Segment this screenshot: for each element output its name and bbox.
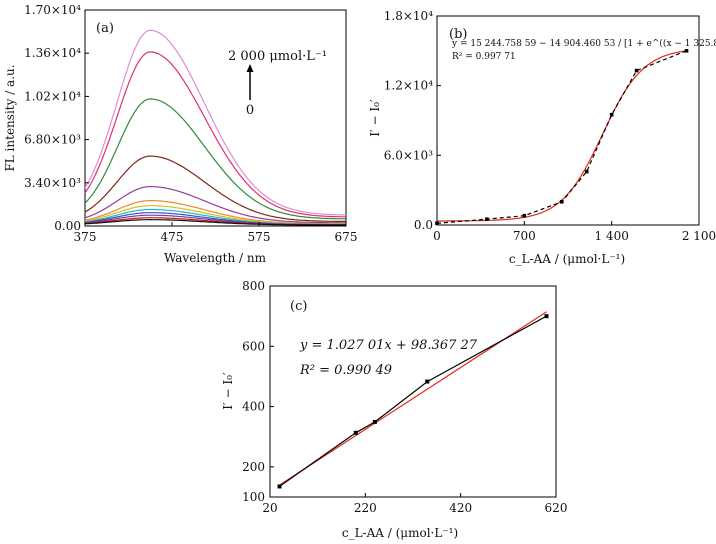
- x-tick-label: 675: [335, 230, 358, 244]
- panel-a-curves: [84, 29, 347, 226]
- y-tick-label: 100: [242, 490, 265, 504]
- panel-b: 0 700 1 400 2 100 0.06.0×10³1.2×10⁴1.8×10⁴ …: [368, 9, 716, 266]
- spectrum-series-2: [84, 98, 346, 220]
- panel-b-data-point: [559, 199, 564, 204]
- spectrum-series-0: [84, 29, 346, 216]
- y-tick-label: 200: [242, 460, 265, 474]
- panel-a-y-ticks: 0.00 3.40×10³ 6.80×10³ 1.02×10⁴ 1.36×10⁴ 1.70…: [24, 3, 89, 233]
- spectrum-series-11: [84, 219, 346, 226]
- panel-c-data-point: [353, 430, 358, 435]
- panel-a-y-axis-label: FL intensity / a.u.: [3, 64, 17, 171]
- y-tick-label: 0.00: [54, 219, 81, 233]
- y-tick-label: 1.8×10⁴: [384, 9, 433, 23]
- panel-a-arrow-head-icon: [246, 64, 254, 72]
- x-tick-label: 620: [545, 501, 568, 515]
- y-tick-label: 1.02×10⁴: [24, 89, 81, 103]
- x-tick-label: 2 100: [682, 229, 716, 243]
- panel-c-y-axis-label: I′ − I₀′: [221, 372, 235, 410]
- panel-a-label: (a): [96, 21, 114, 36]
- x-tick-label: 20: [262, 501, 277, 515]
- y-tick-label: 1.36×10⁴: [24, 46, 81, 60]
- panel-b-y-axis-label: I′ − I₀′: [368, 99, 382, 137]
- panel-b-y-ticks: 0.0 6.0×10³ 1.2×10⁴ 1.8×10⁴: [384, 9, 441, 232]
- y-tick-label: 1.2×10⁴: [384, 79, 433, 93]
- panel-b-label: (b): [449, 27, 467, 42]
- panel-a-concentration-min: 0: [246, 103, 254, 118]
- y-tick-label: 6.80×10³: [24, 133, 81, 147]
- panel-b-data-point: [522, 213, 527, 218]
- panel-a-x-ticks: 375 475 575 675: [74, 222, 358, 244]
- panel-c-frame: [269, 285, 557, 498]
- panel-b-fit-curve: [437, 50, 687, 222]
- x-tick-label: 375: [74, 230, 97, 244]
- panel-b-data-point: [584, 169, 589, 174]
- x-tick-label: 220: [354, 501, 377, 515]
- panel-c-y-ticks: 100 200 400 600 800: [242, 279, 274, 504]
- panel-a-x-axis-label: Wavelength / nm: [164, 251, 267, 265]
- y-tick-label: 3.40×10³: [24, 176, 81, 190]
- spectrum-series-3: [84, 155, 347, 223]
- panel-c-label: (c): [290, 299, 307, 314]
- panel-b-x-ticks: 0 700 1 400 2 100: [433, 221, 716, 243]
- panel-b-data-line: [436, 50, 687, 224]
- panel-b-frame: [436, 15, 700, 226]
- panel-b-equation: y = 15 244.758 59 − 14 904.460 53 / [1 +…: [451, 38, 716, 49]
- panel-b-r-squared: R² = 0.997 71: [452, 52, 516, 62]
- y-tick-label: 400: [242, 400, 265, 414]
- panel-c-data-point: [372, 419, 377, 424]
- spectrum-series-4: [84, 186, 346, 224]
- spectrum-series-1: [84, 51, 347, 218]
- y-tick-label: 0.0: [414, 218, 433, 232]
- panel-a-frame: [84, 9, 347, 227]
- x-tick-label: 575: [248, 230, 271, 244]
- panel-c-x-ticks: 20 220 420 620: [262, 493, 567, 515]
- panel-c-data-point: [425, 379, 430, 384]
- x-tick-label: 0: [433, 229, 441, 243]
- panel-c-r-squared: R² = 0.990 49: [299, 363, 392, 378]
- panel-c-data-points: [277, 314, 549, 489]
- y-tick-label: 800: [242, 279, 265, 293]
- x-tick-label: 700: [513, 229, 536, 243]
- y-tick-label: 1.70×10⁴: [24, 3, 81, 17]
- panel-b-data-point: [609, 112, 614, 117]
- panel-c-data-point: [277, 484, 282, 489]
- panel-b-data-point: [684, 49, 689, 53]
- panel-c-equation: y = 1.027 01x + 98.367 27: [299, 338, 478, 353]
- panel-b-data-point: [485, 217, 489, 221]
- panel-a: 375 475 575 675 0.00 3.40×10³ 6.80×10³ 1.02×10…: [3, 3, 357, 265]
- panel-c-x-axis-label: c_L-AA / (μmol·L⁻¹): [342, 526, 458, 540]
- panel-c: 20 220 420 620 100 200 400 600 800 (c) y = 1.02…: [221, 279, 567, 540]
- panel-a-concentration-max: 2 000 μmol·L⁻¹: [228, 49, 327, 64]
- x-tick-label: 420: [449, 501, 472, 515]
- x-tick-label: 1 400: [594, 229, 628, 243]
- panel-c-data-point: [544, 314, 549, 319]
- panel-b-data-points: [435, 49, 689, 226]
- panel-b-x-axis-label: c_L-AA / (μmol·L⁻¹): [509, 252, 625, 266]
- panel-b-data-point: [634, 68, 639, 73]
- x-tick-label: 475: [161, 230, 184, 244]
- y-tick-label: 6.0×10³: [384, 148, 433, 162]
- y-tick-label: 600: [242, 339, 265, 353]
